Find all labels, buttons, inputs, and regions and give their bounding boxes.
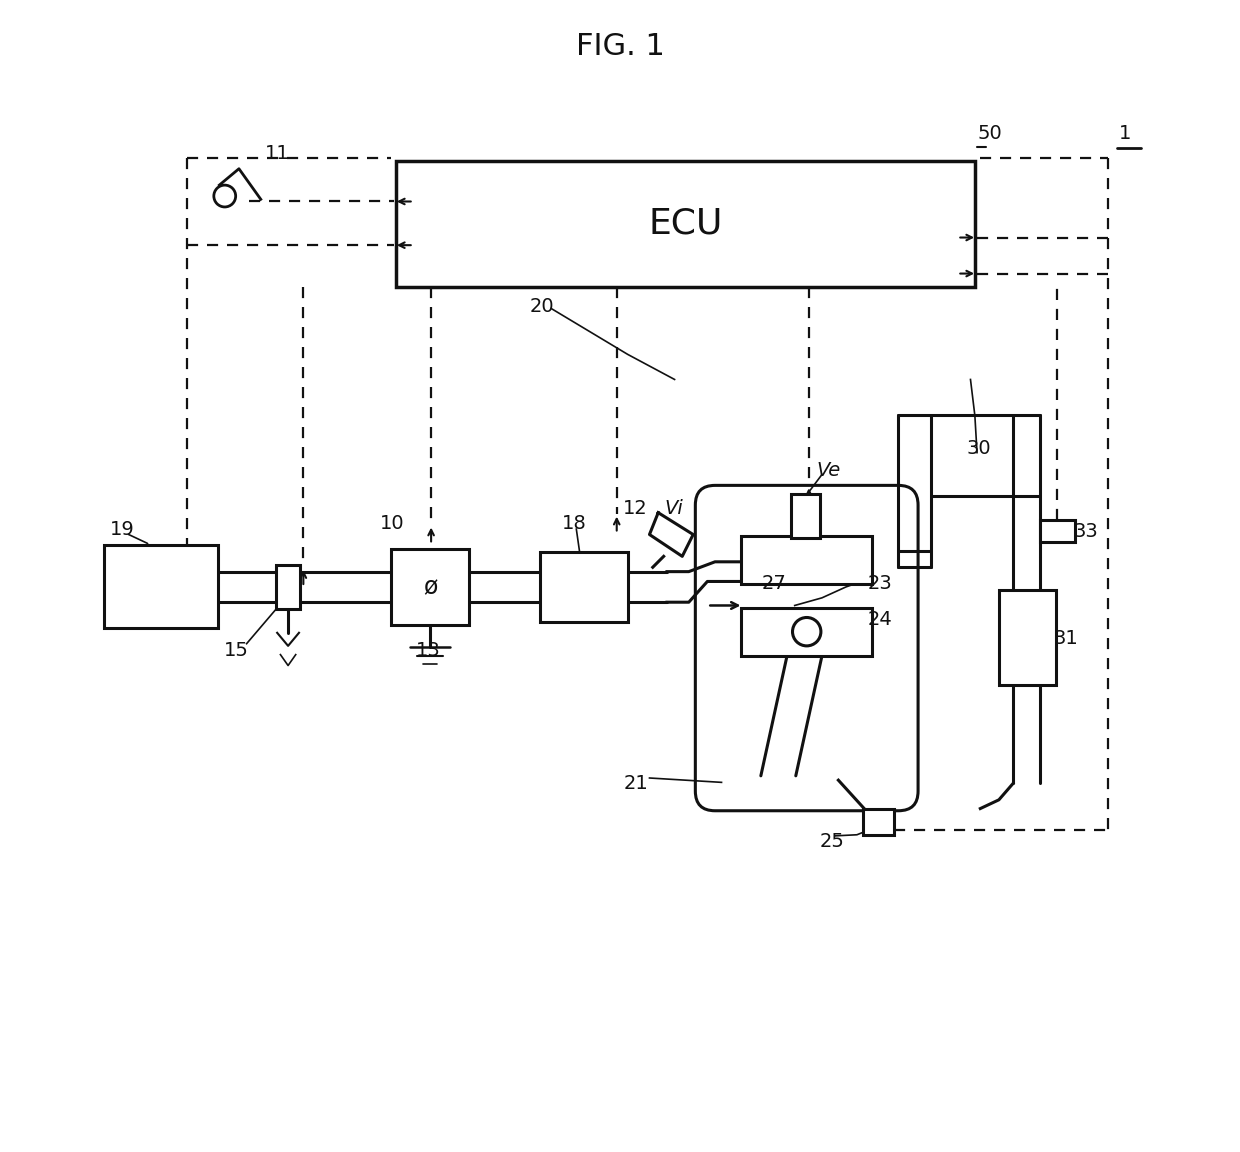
- Text: FIG. 1: FIG. 1: [575, 32, 665, 61]
- Text: Vi: Vi: [665, 499, 683, 517]
- Bar: [396, 161, 975, 287]
- Text: 21: 21: [624, 774, 649, 793]
- Text: 12: 12: [624, 499, 649, 517]
- Text: 13: 13: [415, 641, 440, 660]
- Text: 19: 19: [110, 520, 135, 538]
- Bar: [742, 607, 872, 655]
- Text: 10: 10: [379, 514, 404, 533]
- Text: 23: 23: [868, 574, 893, 593]
- Text: ECU: ECU: [649, 207, 723, 241]
- Text: 27: 27: [761, 574, 786, 593]
- Text: 33: 33: [1073, 522, 1097, 540]
- FancyBboxPatch shape: [696, 485, 918, 811]
- Text: ø: ø: [423, 575, 438, 599]
- Bar: [541, 552, 627, 622]
- Bar: [277, 566, 300, 608]
- Text: 25: 25: [820, 832, 844, 851]
- Bar: [863, 809, 894, 835]
- Bar: [742, 536, 872, 584]
- Text: Ve: Ve: [816, 461, 841, 479]
- Bar: [104, 545, 218, 628]
- Bar: [791, 494, 820, 538]
- Text: 1: 1: [1118, 124, 1131, 143]
- Text: 30: 30: [966, 439, 991, 457]
- Text: 11: 11: [265, 144, 290, 162]
- Text: 15: 15: [223, 641, 248, 660]
- Text: 31: 31: [1054, 629, 1079, 647]
- Bar: [391, 548, 469, 626]
- Text: 50: 50: [977, 124, 1002, 143]
- Text: 24: 24: [868, 611, 893, 629]
- Bar: [999, 590, 1055, 685]
- Text: 20: 20: [529, 297, 554, 316]
- Text: 18: 18: [562, 514, 587, 533]
- Bar: [1040, 521, 1075, 543]
